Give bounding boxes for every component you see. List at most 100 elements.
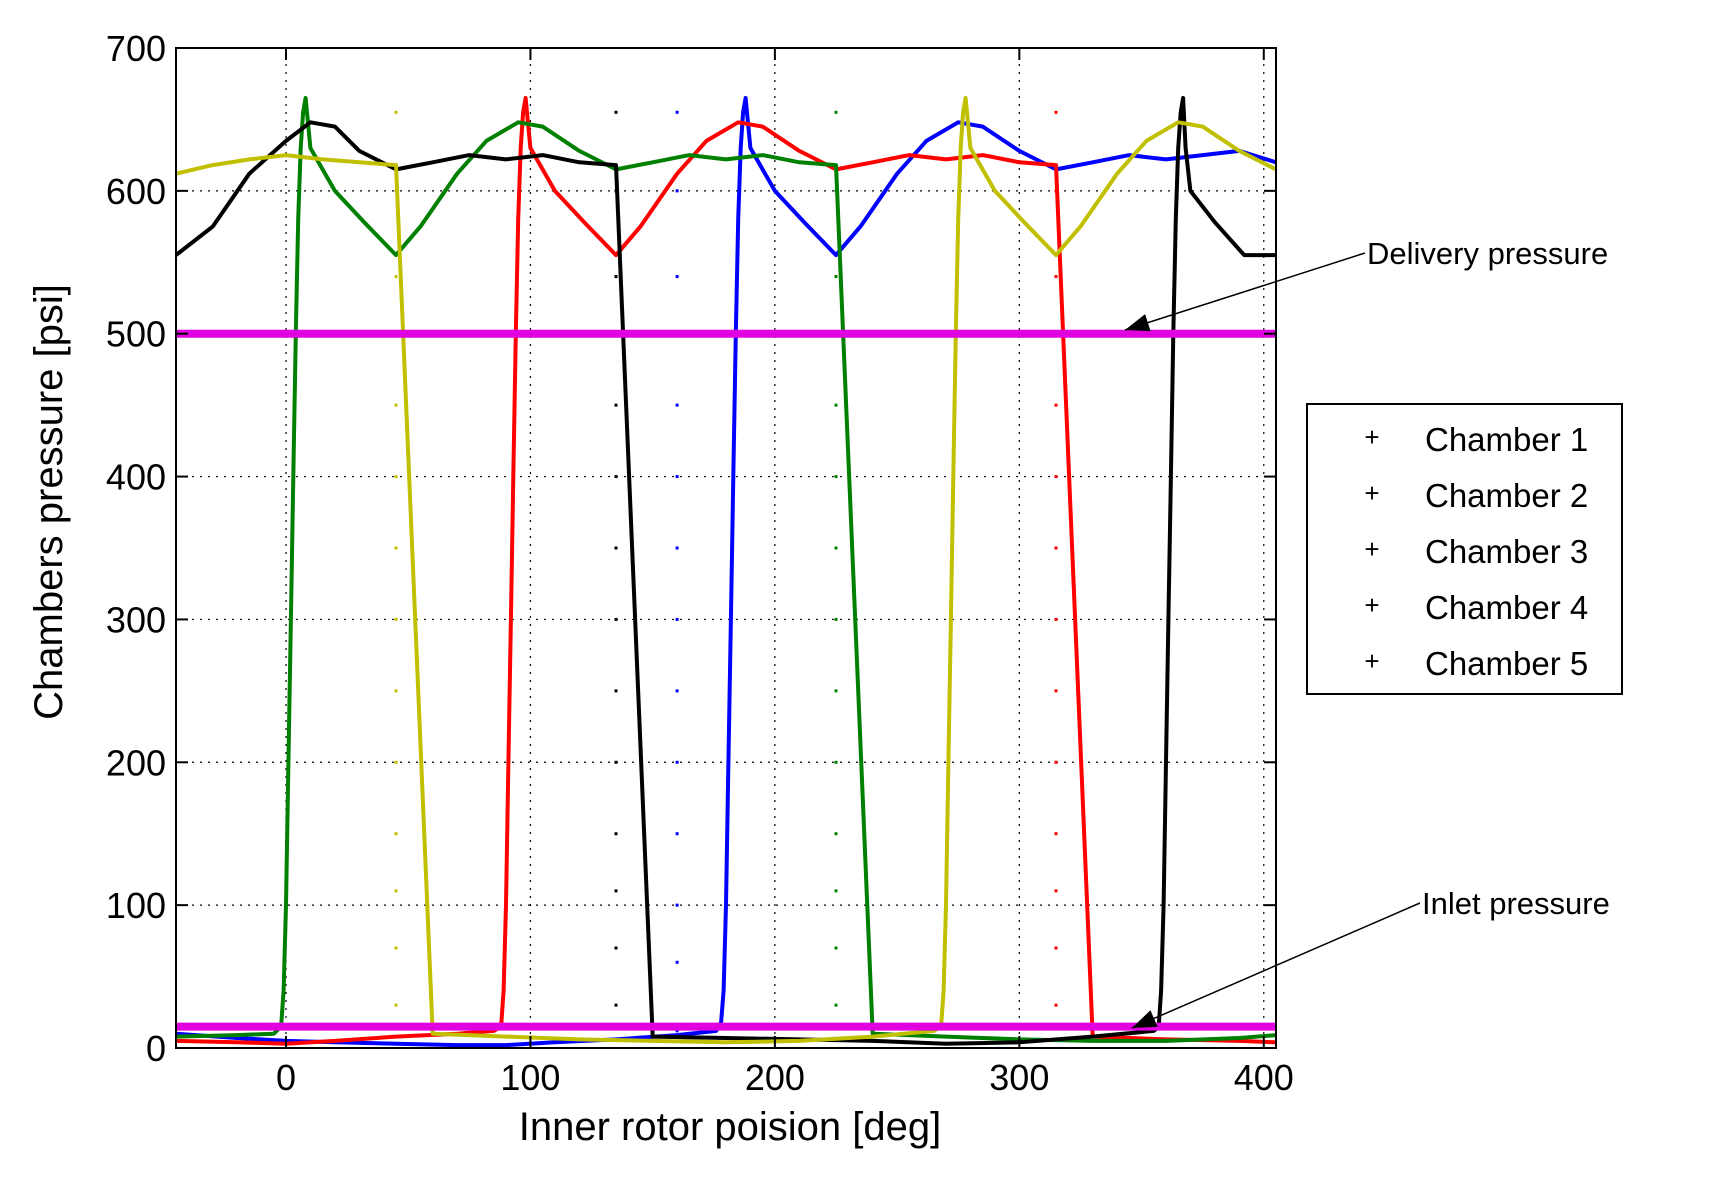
y-tick-label-500: 500	[106, 314, 166, 355]
series-dot-chamber-1-7	[675, 546, 679, 550]
series-dot-chamber-4-7	[614, 546, 618, 550]
series-dot-chamber-5-3	[394, 832, 398, 836]
series-line-chamber-5	[175, 96, 1277, 1045]
series-dot-chamber-1-11	[675, 275, 679, 279]
series-dot-chamber-1-5	[675, 689, 679, 693]
delivery-pressure-arrow	[1124, 252, 1366, 331]
legend-marker-chamber-3: +	[1364, 534, 1379, 564]
series-dot-chamber-2-1	[1054, 946, 1058, 950]
axes-frame	[175, 47, 1277, 1049]
y-tick-label-400: 400	[106, 457, 166, 498]
series-dot-chamber-1-1	[675, 960, 679, 964]
series-dot-chamber-1-9	[675, 403, 679, 407]
annotations: Delivery pressure Inlet pressure	[1124, 236, 1610, 1029]
legend-marker-chamber-2: +	[1364, 478, 1379, 508]
y-tick-label-100: 100	[106, 885, 166, 926]
series-dot-chamber-5-9	[394, 403, 398, 407]
series-dot-chamber-4-6	[614, 617, 618, 621]
legend-entry-chamber-4: + Chamber 4	[1364, 589, 1588, 626]
series-dot-chamber-4-9	[614, 403, 618, 407]
series-dot-chamber-3-5	[834, 689, 838, 693]
series-dot-chamber-1-2	[675, 903, 679, 907]
series-dot-chamber-3-12	[834, 189, 838, 193]
series-dot-chamber-4-1	[614, 946, 618, 950]
series-dot-chamber-2-2	[1054, 889, 1058, 893]
legend-label-chamber-2: Chamber 2	[1425, 477, 1588, 514]
series-dot-chamber-2-6	[1054, 617, 1058, 621]
y-tick-labels: 0 100 200 300 400 500 600 700	[106, 28, 166, 1069]
y-tick-label-600: 600	[106, 171, 166, 212]
y-tick-label-0: 0	[146, 1028, 166, 1069]
series-dot-chamber-3-1	[834, 946, 838, 950]
series-dot-chamber-1-0	[675, 1029, 679, 1033]
y-tick-label-200: 200	[106, 742, 166, 783]
series-dot-chamber-4-0	[614, 1003, 618, 1007]
series-dot-chamber-5-12	[394, 189, 398, 193]
series-dot-chamber-3-13	[834, 110, 838, 114]
series-dot-chamber-1-8	[675, 475, 679, 479]
series-dot-chamber-4-2	[614, 889, 618, 893]
series-dot-chamber-5-6	[394, 617, 398, 621]
inlet-pressure-label: Inlet pressure	[1422, 886, 1610, 921]
series-dots-chamber-5	[394, 110, 398, 1007]
y-tick-label-300: 300	[106, 599, 166, 640]
series-dot-chamber-4-4	[614, 760, 618, 764]
series-dot-chamber-5-2	[394, 889, 398, 893]
series-dot-chamber-1-4	[675, 760, 679, 764]
series-dot-chamber-2-8	[1054, 475, 1058, 479]
series-dot-chamber-2-4	[1054, 760, 1058, 764]
series-dot-chamber-2-5	[1054, 689, 1058, 693]
x-tick-label-400: 400	[1234, 1057, 1294, 1098]
series-dot-chamber-2-11	[1054, 275, 1058, 279]
series-dot-chamber-5-8	[394, 475, 398, 479]
series-line-chamber-3	[175, 96, 1277, 1043]
series-dot-chamber-1-13	[675, 110, 679, 114]
inlet-pressure-arrow	[1131, 902, 1421, 1029]
series-dot-chamber-4-13	[614, 110, 618, 114]
ticks	[176, 47, 1276, 1049]
delivery-pressure-label: Delivery pressure	[1367, 236, 1608, 271]
series-dot-chamber-5-0	[394, 1003, 398, 1007]
series-dot-chamber-2-7	[1054, 546, 1058, 550]
x-tick-label-300: 300	[989, 1057, 1049, 1098]
series-dot-chamber-1-6	[675, 617, 679, 621]
series-dot-chamber-2-3	[1054, 832, 1058, 836]
x-tick-label-100: 100	[500, 1057, 560, 1098]
series-dot-chamber-4-3	[614, 832, 618, 836]
series-dot-chamber-3-11	[834, 275, 838, 279]
series-dot-chamber-2-0	[1054, 1003, 1058, 1007]
series-line-chamber-4	[174, 96, 1276, 1046]
legend-label-chamber-4: Chamber 4	[1425, 589, 1588, 626]
series-dot-chamber-4-11	[614, 275, 618, 279]
series-dot-chamber-3-7	[834, 546, 838, 550]
y-tick-label-700: 700	[106, 28, 166, 69]
legend-label-chamber-5: Chamber 5	[1425, 645, 1588, 682]
legend-label-chamber-3: Chamber 3	[1425, 533, 1588, 570]
legend-marker-chamber-1: +	[1364, 422, 1379, 452]
series-dot-chamber-4-5	[614, 689, 618, 693]
series-dot-chamber-4-12	[614, 189, 618, 193]
series-dot-chamber-3-2	[834, 889, 838, 893]
legend-entry-chamber-1: + Chamber 1	[1364, 421, 1588, 458]
series-dot-chamber-3-3	[834, 832, 838, 836]
series-dot-chamber-3-0	[834, 1003, 838, 1007]
x-tick-labels: 0 100 200 300 400	[276, 1057, 1294, 1098]
series-dot-chamber-3-8	[834, 475, 838, 479]
legend-box	[1306, 403, 1623, 695]
inlet-pressure-arrowhead	[1132, 1010, 1158, 1028]
legend-marker-chamber-4: +	[1364, 590, 1379, 620]
series-dot-chamber-2-12	[1054, 189, 1058, 193]
series-dot-chamber-5-11	[394, 275, 398, 279]
series-dot-chamber-3-6	[834, 617, 838, 621]
y-axis-label: Chambers pressure [psi]	[27, 284, 71, 720]
series-dot-chamber-5-7	[394, 546, 398, 550]
series-dot-chamber-5-5	[394, 689, 398, 693]
series-dot-chamber-1-12	[675, 189, 679, 193]
series-dot-chamber-2-9	[1054, 403, 1058, 407]
series-dot-chamber-5-4	[394, 760, 398, 764]
series-dot-chamber-5-1	[394, 946, 398, 950]
x-axis-label: Inner rotor poision [deg]	[519, 1105, 941, 1149]
legend-marker-chamber-5: +	[1364, 646, 1379, 676]
series-dot-chamber-3-9	[834, 403, 838, 407]
